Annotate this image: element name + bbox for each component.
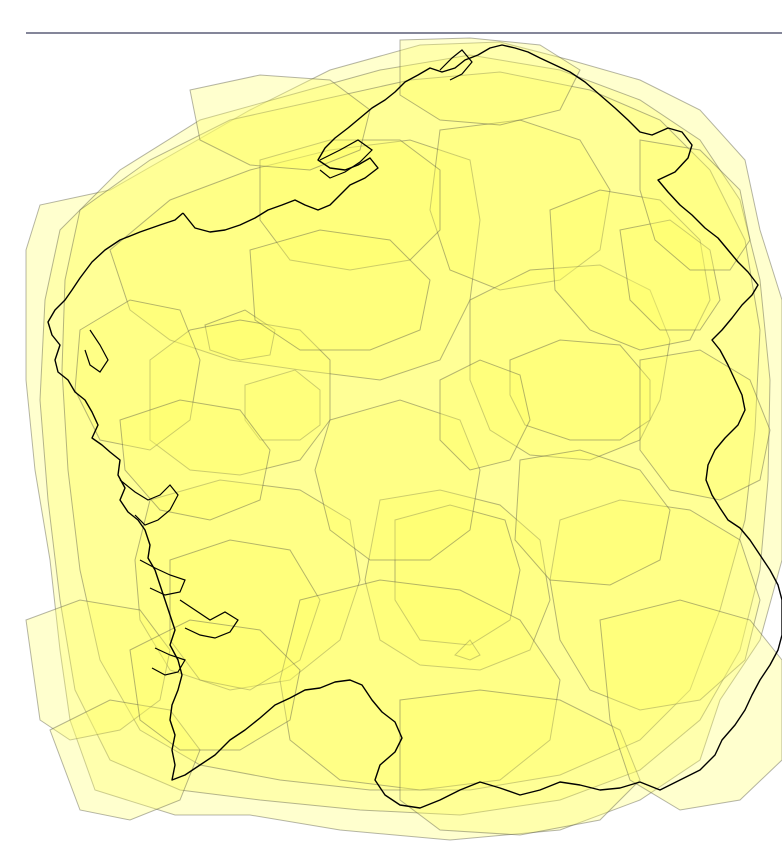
coverage-polygon bbox=[249, 229, 431, 351]
coverage-polygon bbox=[549, 499, 761, 711]
coverage-polygon bbox=[49, 699, 201, 821]
region-border bbox=[47, 44, 782, 809]
coverage-polygon bbox=[119, 399, 271, 521]
coverage-polygon bbox=[394, 504, 521, 646]
coverage-polygon bbox=[204, 309, 276, 361]
coastal-inlet bbox=[84, 329, 109, 373]
coverage-polygon bbox=[189, 74, 371, 171]
coverage-polygon bbox=[439, 359, 531, 471]
coverage-polygon bbox=[399, 689, 641, 836]
coverage-polygon bbox=[549, 189, 711, 351]
coverage-polygon bbox=[259, 139, 441, 271]
coverage-polygon bbox=[599, 599, 782, 811]
coverage-polygons bbox=[25, 37, 782, 841]
coverage-polygon bbox=[109, 139, 481, 381]
coastal-inlet bbox=[139, 559, 186, 596]
region-outline bbox=[47, 44, 782, 809]
coastal-inlet bbox=[319, 139, 373, 179]
coverage-polygon bbox=[134, 479, 361, 691]
coverage-polygon bbox=[639, 349, 771, 501]
coverage-polygon bbox=[129, 619, 301, 751]
coastal-inlet bbox=[119, 479, 179, 526]
coverage-polygon bbox=[149, 319, 331, 476]
coverage-polygon bbox=[399, 37, 581, 126]
coverage-polygon bbox=[25, 599, 171, 741]
coverage-polygon bbox=[279, 579, 561, 791]
coastal-inlet bbox=[439, 49, 473, 81]
coverage-polygon bbox=[454, 639, 481, 661]
coverage-polygon bbox=[169, 539, 321, 691]
coverage-polygon bbox=[364, 489, 551, 671]
coverage-polygon bbox=[429, 119, 611, 291]
coverage-polygon bbox=[74, 299, 201, 451]
coverage-polygon bbox=[469, 264, 671, 461]
coverage-polygon bbox=[61, 71, 761, 791]
coverage-polygon bbox=[314, 399, 481, 561]
coverage-polygon bbox=[509, 339, 651, 441]
coverage-polygon bbox=[619, 219, 721, 331]
coastal-inlet bbox=[179, 599, 239, 639]
coverage-polygon bbox=[39, 54, 771, 816]
coverage-polygon bbox=[25, 41, 782, 841]
coastal-inlet bbox=[151, 647, 186, 676]
coverage-polygon bbox=[514, 449, 671, 586]
coverage-polygon bbox=[244, 369, 321, 441]
coverage-polygon bbox=[639, 139, 751, 271]
